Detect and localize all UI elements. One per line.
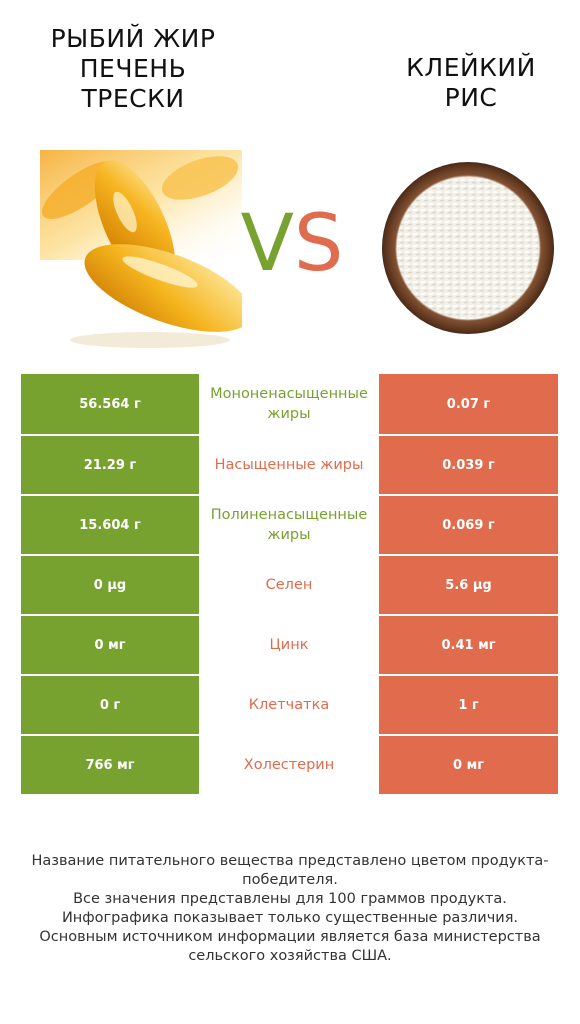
nutrient-name-cell: Полиненасыщенные жиры [199, 496, 379, 554]
footer-line-4: Основным источником информации является … [39, 929, 541, 964]
fish-oil-capsules-image [40, 150, 242, 350]
footer-notes: Название питательного вещества представл… [20, 852, 560, 966]
nutrient-name: Мононенасыщенные жиры [210, 386, 368, 422]
right-title-line-1: КЛЕЙКИЙ [406, 53, 536, 82]
left-value: 56.564 г [21, 374, 199, 434]
nutrient-name: Насыщенные жиры [214, 457, 364, 473]
right-value: 5.6 µg [379, 556, 558, 614]
right-value: 0.069 г [379, 496, 558, 554]
nutrient-name-cell: Мононенасыщенные жиры [199, 374, 379, 434]
table-row: 21.29 г Насыщенные жиры 0.039 г [21, 434, 558, 494]
left-value: 0 г [21, 676, 199, 734]
left-value: 0 мг [21, 616, 199, 674]
nutrient-name-cell: Селен [199, 556, 379, 614]
nutrient-name: Полиненасыщенные жиры [210, 507, 368, 543]
nutrient-name-cell: Холестерин [199, 736, 379, 794]
right-value: 0 мг [379, 736, 558, 794]
table-row: 0 г Клетчатка 1 г [21, 674, 558, 734]
nutrient-name: Цинк [269, 637, 309, 653]
table-row: 0 мг Цинк 0.41 мг [21, 614, 558, 674]
left-value: 766 мг [21, 736, 199, 794]
right-value: 0.41 мг [379, 616, 558, 674]
table-row: 0 µg Селен 5.6 µg [21, 554, 558, 614]
table-row: 15.604 г Полиненасыщенные жиры 0.069 г [21, 494, 558, 554]
table-row: 766 мг Холестерин 0 мг [21, 734, 558, 794]
left-product-title: РЫБИЙ ЖИР ПЕЧЕНЬ ТРЕСКИ [18, 24, 248, 114]
nutrient-name-cell: Насыщенные жиры [199, 436, 379, 494]
nutrient-name-cell: Цинк [199, 616, 379, 674]
vs-letter-v: V [240, 199, 294, 289]
right-value: 0.039 г [379, 436, 558, 494]
nutrient-name: Клетчатка [248, 697, 330, 713]
right-title-line-2: РИС [444, 83, 498, 112]
left-title-line-2: ПЕЧЕНЬ [79, 54, 187, 83]
footer-line-2: Все значения представлены для 100 граммо… [73, 891, 507, 907]
comparison-table: 56.564 г Мононенасыщенные жиры 0.07 г 21.29… [21, 374, 558, 794]
right-value: 0.07 г [379, 374, 558, 434]
nutrient-name-cell: Клетчатка [199, 676, 379, 734]
right-product-title: КЛЕЙКИЙ РИС [376, 53, 566, 113]
left-value: 0 µg [21, 556, 199, 614]
nutrient-name: Холестерин [243, 757, 335, 773]
left-value: 21.29 г [21, 436, 199, 494]
right-value: 1 г [379, 676, 558, 734]
table-row: 56.564 г Мононенасыщенные жиры 0.07 г [21, 374, 558, 434]
left-title-line-3: ТРЕСКИ [81, 84, 185, 113]
nutrient-name: Селен [265, 577, 313, 593]
vs-letter-s: S [293, 199, 344, 289]
sticky-rice-bowl-image [382, 162, 554, 334]
left-title-line-1: РЫБИЙ ЖИР [50, 24, 216, 53]
footer-line-1: Название питательного вещества представл… [31, 853, 549, 888]
left-value: 15.604 г [21, 496, 199, 554]
footer-line-3: Инфографика показывает только существенн… [61, 910, 519, 926]
versus-label: VS [232, 196, 352, 292]
